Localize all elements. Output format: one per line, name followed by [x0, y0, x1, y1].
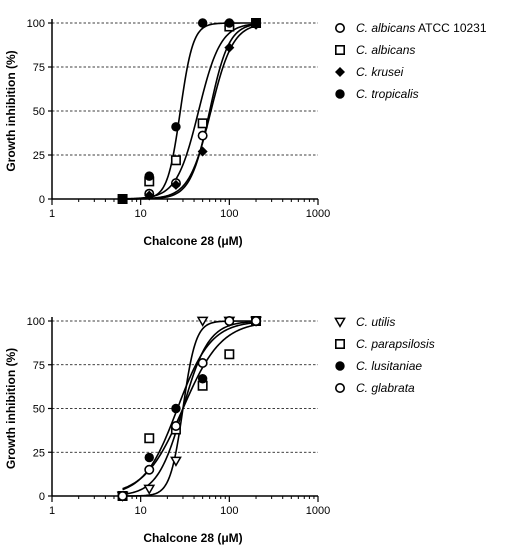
legend-marker [334, 382, 345, 393]
y-tick-label: 100 [27, 18, 45, 30]
y-tick-label: 75 [33, 62, 45, 74]
legend-marker [335, 67, 345, 77]
y-tick-label: 0 [39, 194, 45, 206]
data-point [170, 155, 181, 166]
x-tick-label: 100 [220, 208, 238, 220]
legend-marker [334, 44, 345, 55]
legend-species: C. tropicalis [356, 87, 419, 101]
x-tick-label: 1000 [306, 505, 330, 517]
data-point [224, 42, 235, 53]
y-tick-label: 50 [33, 106, 45, 118]
legend-label: C. albicans [356, 43, 415, 57]
fit-curve-3 [122, 25, 257, 200]
legend-species: C. krusei [356, 65, 404, 79]
fit-curve-4 [122, 320, 257, 496]
legend-item-1: C. utilis [334, 315, 395, 329]
legend-label: C. albicans ATCC 10231 [356, 21, 487, 35]
data-point [196, 316, 209, 327]
legend-species: C. albicans [356, 21, 415, 35]
data-point [144, 452, 154, 463]
y-tick-label: 50 [33, 404, 45, 416]
legend-species: C. parapsilosis [356, 337, 435, 351]
legend-item-4: C. tropicalis [335, 87, 419, 101]
y-axis-title: Growth inhibition (%) [4, 348, 18, 469]
y-tick-label: 100 [27, 316, 45, 328]
legend-marker [334, 22, 345, 33]
data-point [144, 433, 155, 444]
data-point [197, 18, 208, 28]
x-tick-label: 10 [135, 505, 147, 517]
legend-label: C. krusei [356, 65, 404, 79]
data-point [224, 315, 235, 326]
data-point [197, 130, 208, 141]
data-point [197, 146, 208, 157]
legend-item-3: C. krusei [335, 65, 404, 79]
legend-label: C. glabrata [356, 381, 415, 395]
data-point [144, 464, 155, 475]
data-point [170, 420, 181, 431]
x-tick-label: 1000 [306, 208, 330, 220]
fit-curve-3 [122, 321, 257, 491]
data-point [170, 179, 181, 190]
x-tick-label: 100 [220, 505, 238, 517]
legend-item-2: C. albicans [334, 43, 415, 57]
legend-species: C. utilis [356, 315, 395, 329]
fit-curve-1 [122, 23, 257, 200]
data-point [144, 190, 155, 201]
legend-label: C. tropicalis [356, 87, 419, 101]
y-tick-label: 25 [33, 150, 45, 162]
data-point [170, 456, 182, 467]
legend-item-1: C. albicans ATCC 10231 [334, 21, 487, 35]
x-tick-label: 1 [49, 505, 55, 517]
x-tick-label: 10 [135, 208, 147, 220]
legend-marker [335, 361, 345, 371]
data-point [197, 374, 208, 384]
data-point [251, 18, 261, 28]
data-point [224, 18, 235, 28]
data-point [197, 357, 208, 368]
fit-curve-2 [122, 324, 257, 490]
x-tick-label: 1 [49, 208, 55, 220]
series-4 [117, 18, 261, 204]
legend-strain: ATCC 10231 [415, 21, 486, 35]
legend-item-3: C. lusitaniae [335, 359, 422, 373]
data-point [251, 315, 262, 326]
x-axis-title: Chalcone 28 (μM) [143, 234, 242, 248]
legend-item-2: C. parapsilosis [334, 337, 435, 351]
data-point [197, 118, 208, 129]
legend-label: C. utilis [356, 315, 395, 329]
legend-species: C. albicans [356, 43, 415, 57]
x-axis-title: Chalcone 28 (μM) [143, 531, 242, 545]
data-point [117, 194, 128, 204]
legend-label: C. lusitaniae [356, 359, 422, 373]
data-point [171, 403, 181, 414]
y-tick-label: 25 [33, 447, 45, 459]
series-4 [117, 315, 262, 501]
legend-item-4: C. glabrata [334, 381, 415, 395]
data-point [117, 490, 128, 501]
legend-label: C. parapsilosis [356, 337, 435, 351]
legend-species: C. glabrata [356, 381, 415, 395]
legend-species: C. lusitaniae [356, 359, 422, 373]
y-tick-label: 0 [39, 491, 45, 503]
chart-panel-2: 0 25 50 75 100 1 10 100 1000 Chalcone 28 (μM) Grow… [4, 315, 435, 545]
chart-panel-1: 0 25 50 75 100 1 10 100 1000 Chalcone 28 (μM) Grow… [4, 17, 487, 248]
data-point [171, 122, 181, 132]
legend-marker [334, 338, 345, 349]
data-point [143, 484, 156, 495]
y-axis-title: Growth inhibition (%) [4, 50, 18, 171]
y-tick-label: 75 [33, 360, 45, 372]
legend-marker [335, 89, 345, 99]
data-point [144, 171, 154, 181]
legend-marker [334, 317, 346, 328]
data-point [224, 349, 235, 360]
